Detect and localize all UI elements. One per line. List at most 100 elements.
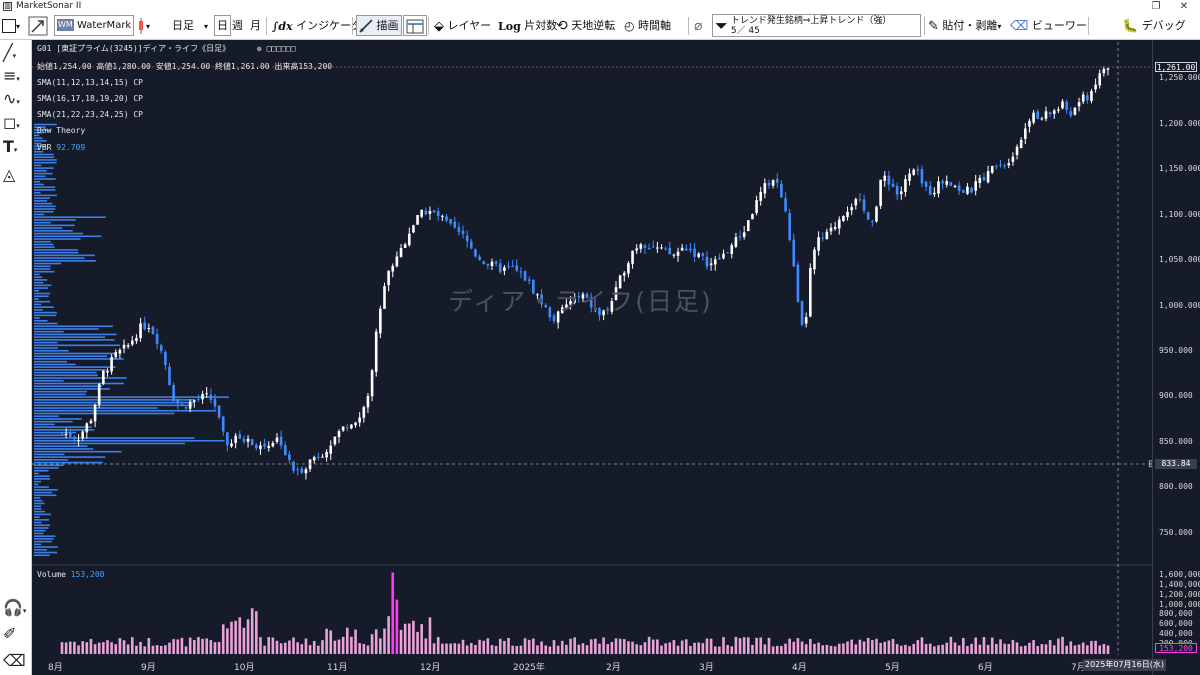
- sma-legend-1[interactable]: SMA(11,12,13,14,15) CP: [37, 78, 143, 87]
- candle-body: [821, 237, 825, 239]
- volume-bar: [1028, 642, 1031, 654]
- vbr-legend[interactable]: VBR 92.709: [37, 143, 85, 152]
- rectangle-tool-button[interactable]: ▾: [2, 15, 20, 36]
- period-select[interactable]: 日足 ▾: [172, 19, 209, 32]
- volume-bar: [742, 637, 746, 654]
- sound-button[interactable]: 🎧▾: [3, 598, 27, 617]
- candle-body: [651, 246, 655, 248]
- price-tick-label: 750.000: [1159, 527, 1193, 537]
- pen-button[interactable]: ✐: [3, 623, 27, 645]
- candle-body: [755, 200, 758, 214]
- chart-panel[interactable]: [32, 40, 1200, 675]
- volume-bar: [560, 640, 564, 654]
- volume-bar: [871, 640, 874, 654]
- candle-style-button[interactable]: ▾: [136, 15, 150, 36]
- candle-body: [759, 191, 763, 202]
- clip-icon: ⌀: [694, 17, 703, 34]
- dow-theory-legend[interactable]: Dow Theory: [37, 126, 86, 135]
- line-tool-button[interactable]: ╱▾: [3, 43, 17, 62]
- triangle-tool-button[interactable]: ◬: [3, 164, 27, 186]
- layer-button[interactable]: ⬙ レイヤー: [434, 15, 491, 36]
- polyline-tool-button[interactable]: ∿▾: [3, 89, 20, 108]
- viewer-button[interactable]: ⌫ ビューワー: [1010, 15, 1087, 36]
- eraser-button[interactable]: ⌫: [3, 650, 27, 672]
- candle-body: [110, 356, 113, 372]
- volume-bar: [961, 637, 965, 654]
- candle-body: [978, 177, 982, 183]
- volume-bar: [763, 644, 767, 654]
- candle-body: [775, 178, 779, 183]
- invert-button[interactable]: ⟲ 天地逆転: [556, 15, 615, 36]
- volume-profile-bar: [34, 377, 127, 379]
- close-button[interactable]: ✕: [1179, 1, 1189, 12]
- log-scale-button[interactable]: Log 片対数: [498, 15, 557, 36]
- toolbar-divider: [1088, 17, 1089, 35]
- screener-filter-button[interactable]: ⏷ トレンド発生銘柄⇒上昇トレンド（強） 5／ 45: [712, 14, 921, 37]
- debug-label: デバッグ: [1141, 19, 1186, 32]
- volume-profile-bar: [34, 295, 49, 298]
- sma-legend-3[interactable]: SMA(21,22,23,24,25) CP: [37, 110, 143, 119]
- debug-button[interactable]: 🐛 デバッグ: [1122, 15, 1186, 36]
- watermark-button[interactable]: WM WaterMark: [54, 15, 135, 36]
- volume-bar: [1007, 643, 1011, 654]
- candle-body: [292, 461, 295, 471]
- chart-header: G01 [東証プライム(3245)]ディア・ライフ《日足》 ● □□□□□□: [37, 43, 295, 54]
- period-week-button[interactable]: 週: [232, 19, 243, 32]
- draw-button[interactable]: 描画: [356, 15, 402, 36]
- title-bar: ▥ MarketSonar II ❐ ✕: [0, 0, 1200, 13]
- volume-bar: [176, 639, 180, 654]
- restore-button[interactable]: ❐: [1151, 1, 1161, 12]
- volume-profile-bar: [34, 126, 46, 129]
- period-month-button[interactable]: 月: [250, 19, 261, 32]
- period-day-button[interactable]: 日: [214, 15, 231, 36]
- volume-bar: [197, 637, 200, 654]
- candle-body: [441, 215, 444, 217]
- clip-button[interactable]: ⌀: [694, 15, 702, 36]
- paste-button[interactable]: ✎ 貼付・剥離▾: [928, 15, 1001, 36]
- volume-bar: [589, 639, 593, 654]
- candle-body: [643, 245, 647, 248]
- volume-profile-bar: [34, 317, 40, 319]
- volume-bar: [676, 645, 680, 654]
- volume-bar: [788, 638, 791, 654]
- candle-body: [238, 434, 242, 439]
- candle-body: [197, 398, 200, 400]
- price-axis[interactable]: [1152, 40, 1200, 675]
- volume-profile-bar: [34, 306, 54, 308]
- pen-icon: ✐: [3, 624, 17, 643]
- volume-bar: [775, 645, 779, 654]
- volume-profile-bar: [34, 219, 76, 221]
- volume-bar: [656, 639, 659, 654]
- volume-bar: [147, 637, 151, 654]
- crosshair-date-badge: 2025年07月16日(水): [1083, 659, 1166, 671]
- volume-bar: [1086, 645, 1089, 654]
- volume-bar: [829, 645, 833, 654]
- volume-bar: [358, 643, 361, 654]
- text-tool-button[interactable]: T▾: [3, 137, 18, 156]
- shape-icon: ◻: [3, 113, 17, 132]
- candle-body: [490, 261, 494, 267]
- volume-profile-bar: [34, 257, 85, 259]
- sma-legend-2[interactable]: SMA(16,17,18,19,20) CP: [37, 94, 143, 103]
- indicator-button[interactable]: ∫dx インジケータ: [272, 15, 362, 36]
- channel-tool-button[interactable]: ≡▾: [3, 66, 20, 85]
- arrow-icon: [28, 16, 48, 36]
- volume-bar: [478, 639, 481, 654]
- toolbar-divider: [428, 17, 429, 35]
- volume-bar: [1077, 644, 1081, 654]
- toolbar-divider: [924, 17, 925, 35]
- candle-body: [788, 213, 791, 240]
- arrow-tool-button[interactable]: [28, 15, 48, 36]
- candle-body: [999, 164, 1002, 166]
- volume-profile-bar: [34, 524, 50, 527]
- volume-bar: [441, 643, 444, 654]
- table-icon: [406, 19, 424, 33]
- text-icon: T: [3, 137, 14, 156]
- candle-body: [68, 432, 72, 438]
- candle-body: [817, 237, 820, 251]
- table-button[interactable]: [403, 15, 427, 36]
- time-axis-button[interactable]: ◴ 時間軸: [624, 15, 671, 36]
- volume-bar: [461, 639, 465, 654]
- shape-tool-button[interactable]: ◻▾: [3, 113, 20, 132]
